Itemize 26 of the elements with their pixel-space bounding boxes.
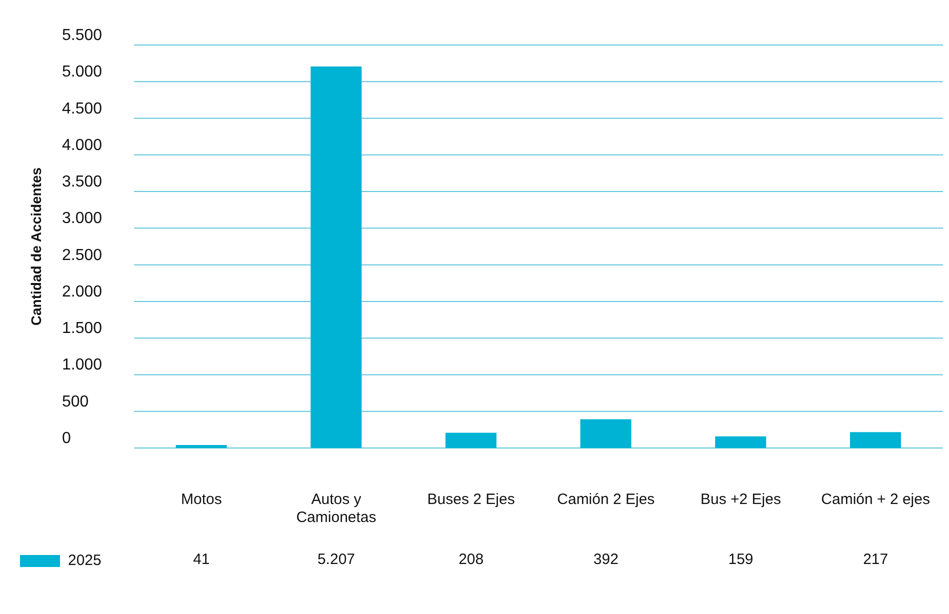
y-tick-label: 2.000 — [62, 283, 102, 300]
y-tick-label: 3.000 — [62, 210, 102, 228]
x-tick-label: Camión 2 Ejes — [557, 491, 655, 508]
y-tick-label: 3.500 — [62, 174, 102, 191]
y-tick-label: 500 — [62, 393, 89, 410]
data-label: 217 — [863, 551, 888, 568]
data-label: 41 — [193, 551, 210, 568]
y-tick-label: 0 — [62, 430, 71, 447]
y-tick-label: 2.500 — [62, 246, 102, 264]
y-tick-label: 5.500 — [62, 27, 102, 44]
y-tick-label: 1.000 — [62, 356, 102, 374]
y-tick-label: 1.500 — [62, 320, 102, 338]
x-tick-label: Bus +2 Ejes — [700, 491, 781, 508]
legend-label: 2025 — [68, 552, 102, 569]
data-label: 159 — [728, 551, 754, 568]
data-label: 5.207 — [317, 551, 356, 568]
data-label: 392 — [593, 551, 618, 568]
x-tick-label: Motos — [180, 491, 222, 508]
y-axis-title: Cantidad de Accidentes — [28, 167, 44, 326]
data-label: 208 — [458, 551, 484, 568]
y-tick-label: 4.500 — [62, 100, 102, 118]
x-tick-label: Buses 2 Ejes — [427, 491, 515, 508]
x-tick-label: Autos y Camionetas — [296, 491, 376, 526]
x-tick-label: Camión + 2 ejes — [821, 491, 930, 508]
y-tick-label: 4.000 — [62, 136, 102, 154]
y-tick-label: 5.000 — [62, 64, 102, 81]
